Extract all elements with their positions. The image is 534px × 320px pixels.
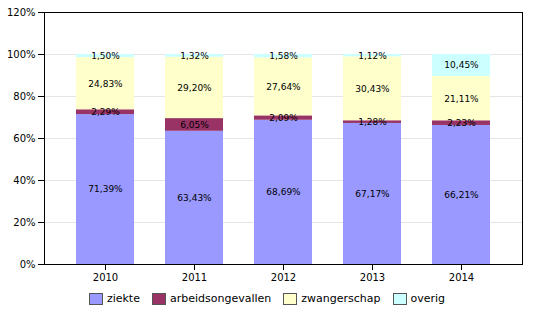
svg-text:2,29%: 2,29% bbox=[91, 107, 120, 117]
svg-text:1,58%: 1,58% bbox=[269, 51, 298, 61]
svg-text:66,21%: 66,21% bbox=[444, 190, 479, 200]
svg-text:100%: 100% bbox=[7, 49, 36, 60]
svg-text:80%: 80% bbox=[13, 91, 35, 102]
svg-text:21,11%: 21,11% bbox=[444, 93, 479, 103]
html-text:arbeidsongevallen: arbeidsongevallen bbox=[170, 292, 272, 305]
svg-text:24,83%: 24,83% bbox=[88, 79, 123, 89]
svg-text:29,20%: 29,20% bbox=[177, 83, 212, 93]
svg-text:1,50%: 1,50% bbox=[91, 51, 120, 61]
svg-text:1,28%: 1,28% bbox=[358, 117, 387, 127]
svg-text:2010: 2010 bbox=[93, 272, 118, 283]
svg-text:0%: 0% bbox=[20, 259, 36, 270]
html-text:overig: overig bbox=[410, 292, 446, 305]
svg-text:120%: 120% bbox=[7, 7, 36, 18]
html-text:zwangerschap: zwangerschap bbox=[301, 292, 381, 305]
svg-text:1,32%: 1,32% bbox=[180, 51, 209, 61]
svg-text:71,39%: 71,39% bbox=[88, 184, 123, 194]
svg-text:68,69%: 68,69% bbox=[266, 187, 301, 197]
svg-text:6,05%: 6,05% bbox=[180, 120, 209, 130]
svg-text:2,23%: 2,23% bbox=[447, 118, 476, 128]
html-text:ziekte: ziekte bbox=[106, 292, 140, 305]
svg-text:60%: 60% bbox=[13, 133, 35, 144]
svg-text:2013: 2013 bbox=[360, 272, 385, 283]
svg-text:2012: 2012 bbox=[271, 272, 296, 283]
svg-text:67,17%: 67,17% bbox=[355, 189, 390, 199]
svg-text:2011: 2011 bbox=[182, 272, 207, 283]
svg-text:20%: 20% bbox=[13, 217, 35, 228]
svg-text:63,43%: 63,43% bbox=[177, 193, 212, 203]
svg-text:40%: 40% bbox=[13, 175, 35, 186]
svg-text:30,43%: 30,43% bbox=[355, 84, 390, 94]
svg-text:2014: 2014 bbox=[449, 272, 474, 283]
svg-text:1,12%: 1,12% bbox=[358, 51, 387, 61]
svg-text:2,09%: 2,09% bbox=[269, 113, 298, 123]
svg-text:27,64%: 27,64% bbox=[266, 82, 301, 92]
svg-text:10,45%: 10,45% bbox=[444, 60, 479, 70]
